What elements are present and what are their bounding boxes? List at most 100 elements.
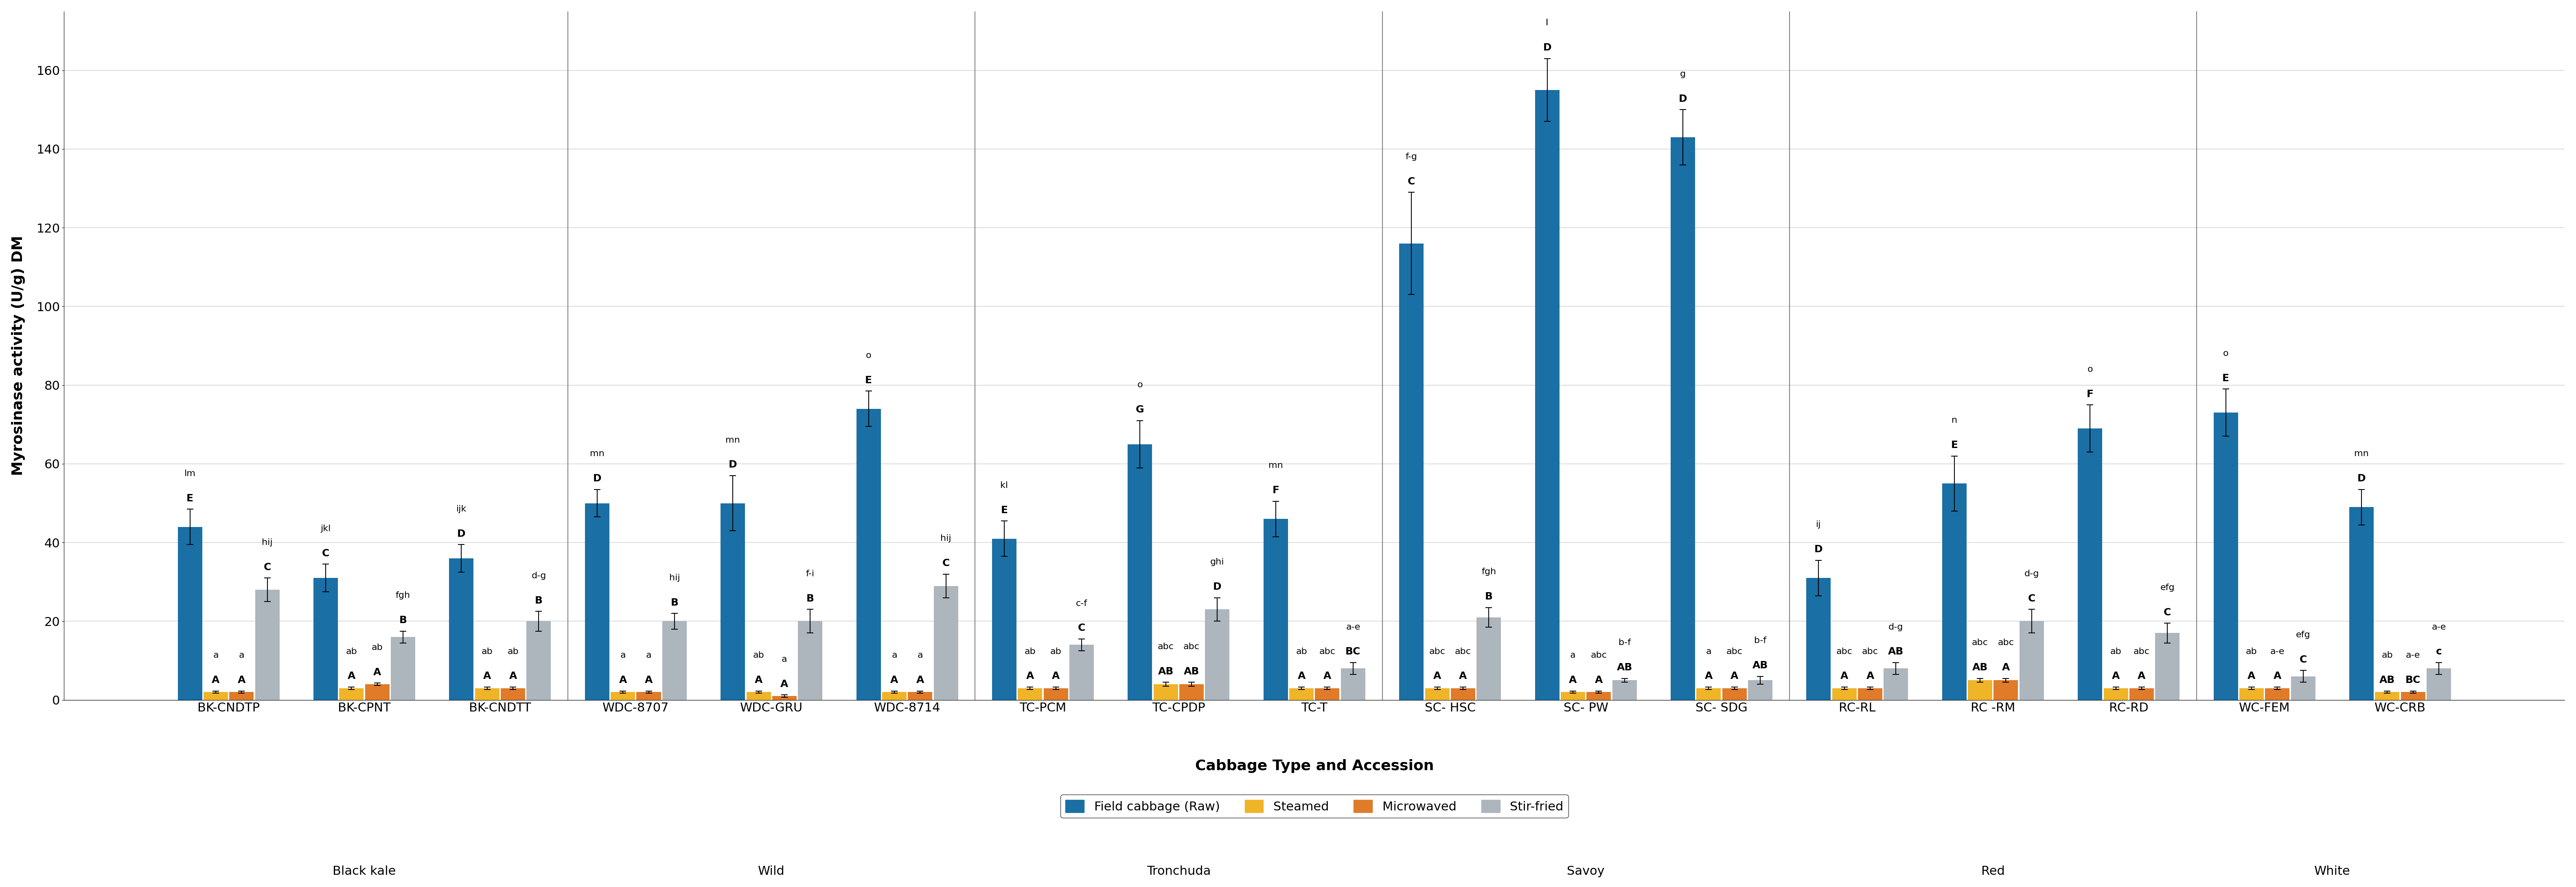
Bar <box>2427 669 2450 700</box>
Text: abc: abc <box>1973 639 1989 647</box>
Text: A: A <box>374 667 381 677</box>
Text: fgh: fgh <box>397 592 410 600</box>
Text: C: C <box>943 558 951 569</box>
Text: A: A <box>1051 671 1059 681</box>
Bar <box>366 684 389 700</box>
Text: A: A <box>237 675 245 685</box>
Text: a-e: a-e <box>2406 651 2421 659</box>
Text: abc: abc <box>1999 639 2014 647</box>
Bar <box>1613 680 1636 700</box>
Text: jkl: jkl <box>319 524 330 533</box>
Text: abc: abc <box>1157 642 1175 651</box>
Bar <box>392 637 415 700</box>
Text: Savoy: Savoy <box>1566 865 1605 877</box>
Text: a: a <box>240 651 245 659</box>
Bar <box>1968 680 1991 700</box>
Text: o: o <box>2223 349 2228 357</box>
Text: mn: mn <box>726 436 739 444</box>
Bar <box>585 503 611 700</box>
Bar <box>1425 688 1450 700</box>
Legend: Field cabbage (Raw), Steamed, Microwaved, Stir-fried: Field cabbage (Raw), Steamed, Microwaved… <box>1061 795 1569 818</box>
Bar <box>1316 688 1340 700</box>
Bar <box>2239 688 2264 700</box>
Text: D: D <box>1814 545 1824 554</box>
Text: B: B <box>536 596 544 606</box>
Text: C: C <box>322 548 330 558</box>
Text: kl: kl <box>999 482 1007 490</box>
Text: E: E <box>185 493 193 503</box>
Bar <box>2401 692 2424 700</box>
Text: B: B <box>1484 592 1492 601</box>
Text: C: C <box>263 562 270 572</box>
Bar <box>2290 677 2316 700</box>
Text: abc: abc <box>2133 648 2151 655</box>
Text: o: o <box>866 351 871 359</box>
Text: A: A <box>781 679 788 689</box>
Text: C: C <box>1406 177 1414 186</box>
Text: A: A <box>2112 671 2120 681</box>
Text: abc: abc <box>1726 648 1741 655</box>
Text: B: B <box>670 598 677 608</box>
Text: ab: ab <box>2383 651 2393 659</box>
Bar <box>2079 428 2102 700</box>
Text: AB: AB <box>1159 666 1175 677</box>
Text: ghi: ghi <box>1211 558 1224 566</box>
Text: ab: ab <box>1051 648 1061 655</box>
Bar <box>1180 684 1203 700</box>
Bar <box>178 527 201 700</box>
Text: mn: mn <box>1267 461 1283 470</box>
Bar <box>1883 669 1909 700</box>
Text: a: a <box>1705 648 1710 655</box>
Text: g: g <box>1680 70 1685 78</box>
Text: ab: ab <box>507 648 518 655</box>
Text: A: A <box>484 671 492 681</box>
Text: hij: hij <box>263 538 273 546</box>
Text: abc: abc <box>1589 651 1607 659</box>
Text: f-g: f-g <box>1406 153 1417 161</box>
Text: A: A <box>1298 671 1306 681</box>
Text: ab: ab <box>2110 648 2123 655</box>
Text: ab: ab <box>1296 648 1306 655</box>
Text: efg: efg <box>2161 584 2174 592</box>
Text: efg: efg <box>2295 631 2311 639</box>
Text: AB: AB <box>1618 663 1633 672</box>
Text: AB: AB <box>1185 666 1200 677</box>
Text: abc: abc <box>1862 648 1878 655</box>
Text: o: o <box>1136 381 1144 389</box>
Bar <box>2156 633 2179 700</box>
Text: a: a <box>891 651 896 659</box>
Text: a: a <box>1571 651 1577 659</box>
Bar <box>855 409 881 700</box>
Bar <box>1399 244 1425 700</box>
Text: hij: hij <box>940 534 951 543</box>
X-axis label: Cabbage Type and Accession: Cabbage Type and Accession <box>1195 759 1435 773</box>
Text: F: F <box>1273 485 1280 495</box>
Bar <box>1806 578 1832 700</box>
Text: E: E <box>2223 373 2228 383</box>
Bar <box>1450 688 1476 700</box>
Text: ab: ab <box>2246 648 2257 655</box>
Bar <box>1206 609 1229 700</box>
Text: A: A <box>2249 671 2257 681</box>
Bar <box>773 696 796 700</box>
Text: lm: lm <box>185 469 196 477</box>
Text: C: C <box>1077 624 1084 633</box>
Text: C: C <box>2164 608 2172 617</box>
Text: fgh: fgh <box>1481 568 1497 576</box>
Text: AB: AB <box>2380 675 2396 685</box>
Text: A: A <box>1025 671 1033 681</box>
Text: d-g: d-g <box>531 572 546 580</box>
Text: o: o <box>2087 365 2092 373</box>
Text: abc: abc <box>1455 648 1471 655</box>
Text: abc: abc <box>1182 642 1200 651</box>
Bar <box>314 578 337 700</box>
Text: White: White <box>2313 865 2349 877</box>
Text: A: A <box>348 671 355 681</box>
Bar <box>2349 507 2372 700</box>
Text: A: A <box>1569 675 1577 685</box>
Bar <box>2213 412 2239 700</box>
Text: a-e: a-e <box>2269 648 2285 655</box>
Text: mn: mn <box>590 450 605 458</box>
Bar <box>2105 688 2128 700</box>
Text: D: D <box>456 529 466 538</box>
